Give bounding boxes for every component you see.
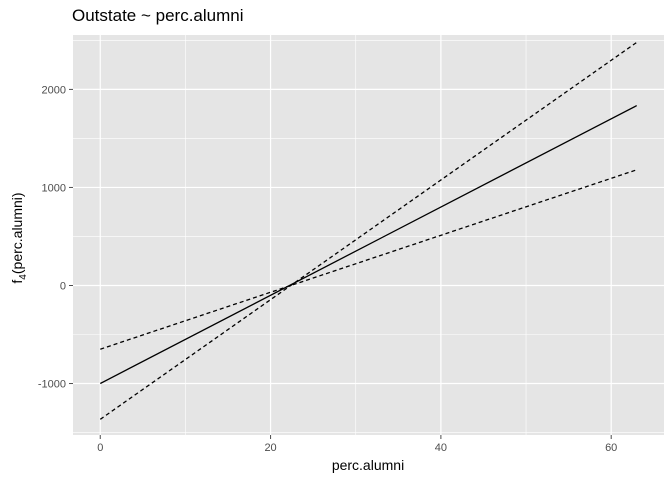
y-tick-label: 0: [60, 280, 66, 292]
y-tick-label: 2000: [42, 84, 66, 96]
y-tick-label: 1000: [42, 182, 66, 194]
plot-panel: [73, 35, 664, 435]
axis-ticks: 0 20 40 60 -1000 0 1000 2000: [38, 84, 617, 454]
x-tick-label: 0: [97, 442, 103, 454]
confidence-band-line: [99, 41, 638, 420]
x-tick-label: 60: [605, 442, 617, 454]
y-axis-label: f4(perc.alumni): [9, 192, 29, 283]
grid-lines: [73, 35, 664, 435]
x-axis-label: perc.alumni: [332, 457, 404, 473]
series-lines: [99, 41, 638, 420]
confidence-band-line: [100, 169, 637, 350]
fitted-line: [100, 105, 637, 385]
chart-title: Outstate ~ perc.alumni: [72, 6, 244, 25]
x-tick-label: 40: [435, 442, 447, 454]
x-tick-label: 20: [264, 442, 276, 454]
y-tick-label: -1000: [38, 379, 66, 391]
